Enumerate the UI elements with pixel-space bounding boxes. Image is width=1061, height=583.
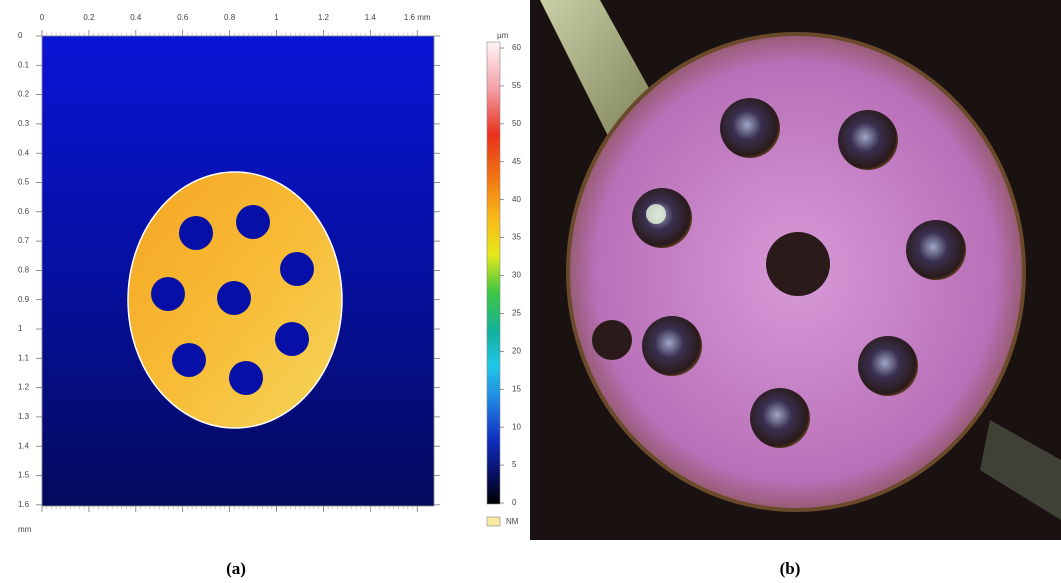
nm-label: NM: [506, 517, 519, 526]
y-tick-label: 1.4: [18, 441, 30, 450]
y-tick-label: 1: [18, 324, 23, 333]
colorbar-tick-label: 50: [512, 119, 521, 128]
y-tick-label: 0.5: [18, 178, 30, 187]
x-tick-label: 1.2: [318, 13, 330, 22]
y-tick-label: 0.8: [18, 266, 30, 275]
y-tick-label: 0.2: [18, 90, 30, 99]
x-tick-label: 1: [274, 13, 279, 22]
y-tick-label: 0: [18, 31, 23, 40]
y-tick-label: 0.3: [18, 119, 30, 128]
y-unit: mm: [18, 525, 32, 534]
colorbar-tick-label: 30: [512, 271, 521, 280]
y-tick-label: 1.3: [18, 412, 30, 421]
y-tick-label: 0.1: [18, 60, 30, 69]
y-tick-label: 0.6: [18, 207, 30, 216]
y-tick-label: 0.4: [18, 148, 30, 157]
y-tick-label: 1.2: [18, 383, 30, 392]
x-tick-label: 0: [40, 13, 45, 22]
y-tick-label: 0.9: [18, 295, 30, 304]
colorbar-tick-label: 35: [512, 233, 521, 242]
colorbar: [487, 42, 500, 504]
microscope-photo: [530, 0, 1061, 540]
colorbar-tick-label: 5: [512, 460, 517, 469]
colorbar-tick-label: 25: [512, 309, 521, 318]
colorbar-tick-label: 0: [512, 498, 517, 507]
figure: 0 0.2 0.4 0.6 0.8 1 1.2 1.4 1.6 mm 0 0.1 0.2 0.3 0.4 0…: [0, 0, 1061, 583]
colorbar-tick-label: 45: [512, 157, 521, 166]
y-tick-label: 1.5: [18, 471, 30, 480]
colorbar-unit: µm: [497, 31, 509, 40]
y-tick-label: 1.6: [18, 500, 30, 509]
caption-a: (a): [226, 559, 246, 578]
colorbar-tick-label: 20: [512, 346, 521, 355]
x-tick-label: 0.6: [177, 13, 189, 22]
colorbar-tick-label: 15: [512, 384, 521, 393]
colorbar-tick-label: 40: [512, 195, 521, 204]
colorbar-tick-label: 55: [512, 81, 521, 90]
x-tick-label: 1.4: [365, 13, 377, 22]
x-tick-label: 0.2: [83, 13, 95, 22]
y-tick-label: 0.7: [18, 236, 30, 245]
colorbar-tick-label: 10: [512, 422, 521, 431]
x-tick-label: 0.4: [130, 13, 142, 22]
caption-b: (b): [780, 559, 801, 578]
x-tick-label: 1.6 mm: [404, 13, 431, 22]
y-tick-label: 1.1: [18, 353, 30, 362]
x-tick-label: 0.8: [224, 13, 236, 22]
nm-swatch: [487, 517, 500, 526]
colorbar-tick-label: 60: [512, 43, 521, 52]
